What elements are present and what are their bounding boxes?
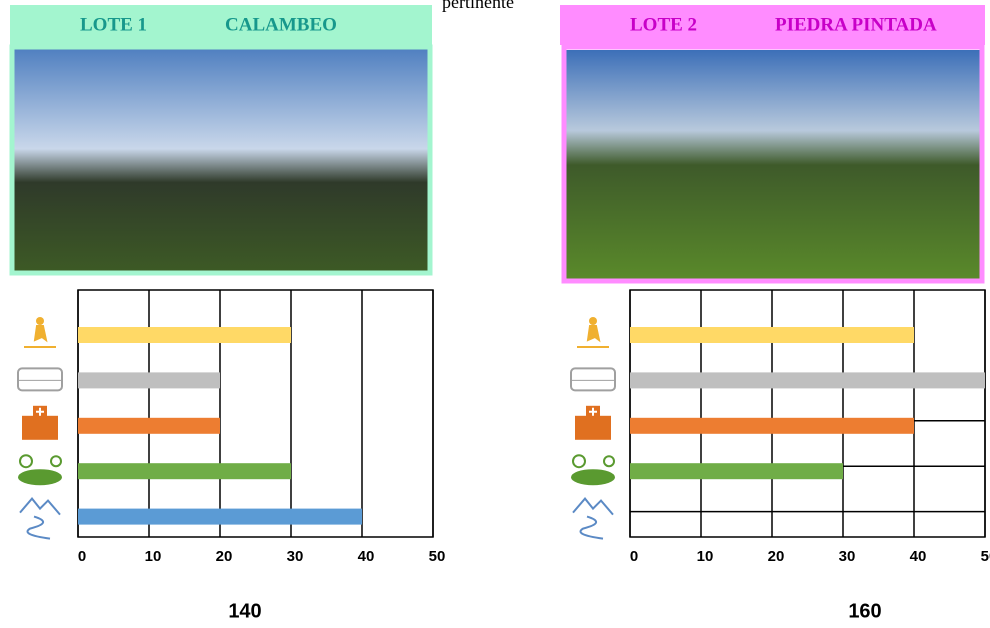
bar <box>78 327 291 343</box>
photo <box>14 48 428 272</box>
icon <box>573 455 585 467</box>
x-tick-label: 0 <box>78 548 86 565</box>
x-tick-label: 20 <box>768 548 785 565</box>
header-name: PIEDRA PINTADA <box>775 14 937 35</box>
x-tick-label: 50 <box>429 548 446 565</box>
x-tick-label: 10 <box>145 548 162 565</box>
icon <box>22 416 58 440</box>
bar <box>78 509 362 525</box>
header <box>10 5 432 45</box>
bar <box>78 418 220 434</box>
icon <box>51 456 61 466</box>
bar <box>78 463 291 479</box>
icon <box>571 368 615 390</box>
bar <box>630 463 843 479</box>
header-fragment: pertinente <box>442 0 514 12</box>
icon <box>20 499 60 539</box>
header-lote: LOTE 2 <box>630 14 697 35</box>
bar <box>78 372 220 388</box>
icon <box>18 469 62 485</box>
total: 140 <box>228 600 261 622</box>
x-tick-label: 50 <box>981 548 990 565</box>
icon <box>573 499 613 539</box>
icon <box>571 469 615 485</box>
x-tick-label: 10 <box>697 548 714 565</box>
total: 160 <box>848 600 881 622</box>
bar <box>630 372 985 388</box>
icon <box>575 416 611 440</box>
icon <box>36 317 44 325</box>
x-tick-label: 40 <box>358 548 375 565</box>
icon <box>18 368 62 390</box>
bar <box>630 418 914 434</box>
icon <box>20 455 32 467</box>
header-name: CALAMBEO <box>225 14 337 35</box>
slide: pertinente LOTE 1 CALAMBEO 0 10 20 30 40 50 140 L… <box>0 0 990 628</box>
icon <box>604 456 614 466</box>
photo <box>566 50 980 280</box>
x-tick-label: 30 <box>287 548 304 565</box>
icon <box>589 317 597 325</box>
x-tick-label: 40 <box>910 548 927 565</box>
x-tick-label: 30 <box>839 548 856 565</box>
icon <box>577 326 609 347</box>
x-tick-label: 0 <box>630 548 638 565</box>
icon <box>24 326 56 347</box>
x-tick-label: 20 <box>216 548 233 565</box>
bar <box>630 327 914 343</box>
header-lote: LOTE 1 <box>80 14 147 35</box>
